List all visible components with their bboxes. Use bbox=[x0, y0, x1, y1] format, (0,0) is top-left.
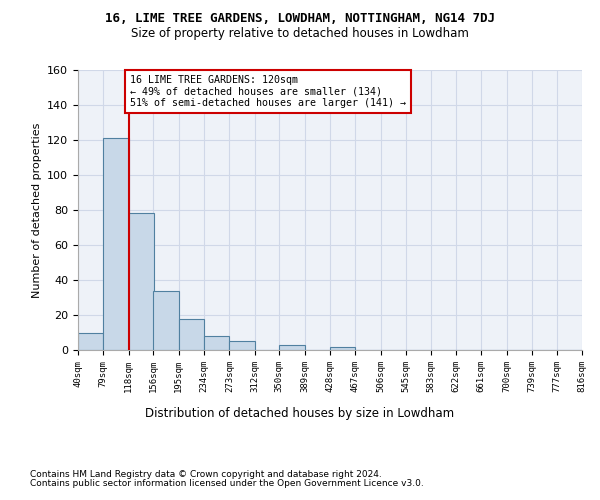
Bar bbox=[280, 345, 305, 350]
Text: Distribution of detached houses by size in Lowdham: Distribution of detached houses by size … bbox=[145, 408, 455, 420]
Text: 16, LIME TREE GARDENS, LOWDHAM, NOTTINGHAM, NG14 7DJ: 16, LIME TREE GARDENS, LOWDHAM, NOTTINGH… bbox=[105, 12, 495, 26]
Text: 16 LIME TREE GARDENS: 120sqm
← 49% of detached houses are smaller (134)
51% of s: 16 LIME TREE GARDENS: 120sqm ← 49% of de… bbox=[130, 75, 406, 108]
Y-axis label: Number of detached properties: Number of detached properties bbox=[32, 122, 41, 298]
Bar bbox=[204, 336, 229, 350]
Text: Contains HM Land Registry data © Crown copyright and database right 2024.: Contains HM Land Registry data © Crown c… bbox=[30, 470, 382, 479]
Text: Contains public sector information licensed under the Open Government Licence v3: Contains public sector information licen… bbox=[30, 479, 424, 488]
Bar bbox=[154, 290, 179, 350]
Text: Size of property relative to detached houses in Lowdham: Size of property relative to detached ho… bbox=[131, 28, 469, 40]
Bar bbox=[128, 214, 154, 350]
Bar bbox=[229, 341, 254, 350]
Bar bbox=[179, 318, 204, 350]
Bar bbox=[78, 332, 103, 350]
Bar bbox=[330, 346, 355, 350]
Bar bbox=[103, 138, 128, 350]
